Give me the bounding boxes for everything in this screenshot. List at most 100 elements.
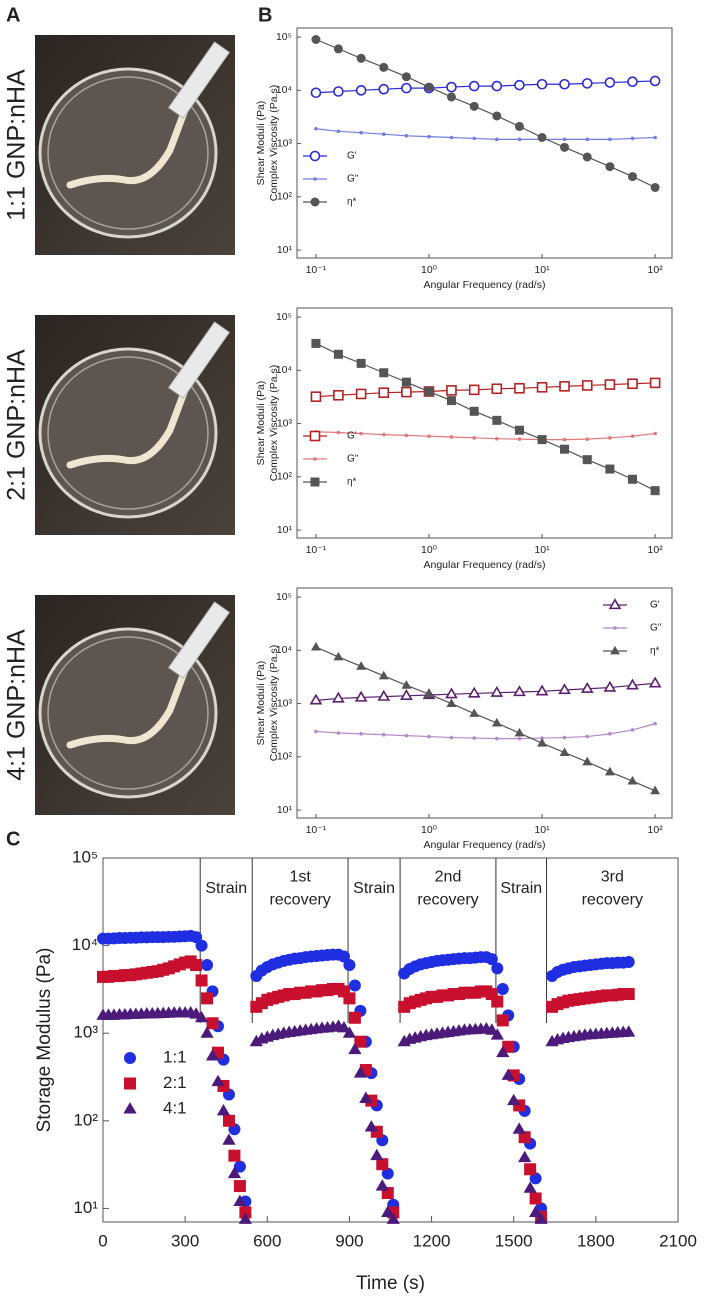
petri-rim (47, 76, 209, 230)
data-point (205, 1049, 220, 1061)
plot-frame (296, 27, 673, 259)
data-point (559, 78, 570, 90)
data-point (359, 1091, 373, 1103)
data-point (627, 378, 638, 390)
data-point (238, 1212, 252, 1224)
y-tick-label: 10¹ (73, 1198, 98, 1217)
x-tick-label: 10¹ (534, 824, 550, 836)
data-point (342, 1026, 357, 1038)
data-point (469, 101, 479, 111)
x-axis-title: Angular Frequency (rad/s) (424, 839, 546, 851)
y-tick-label: 10³ (73, 1023, 98, 1042)
legend-label: 1:1 (163, 1047, 187, 1066)
data-point (200, 1026, 214, 1038)
data-point (310, 641, 321, 651)
data-point (336, 731, 341, 735)
legend-label: G'' (347, 174, 359, 185)
data-point (495, 436, 499, 441)
plot-frame (296, 307, 673, 539)
x-axis-title: Time (s) (356, 1273, 425, 1294)
data-point (449, 735, 454, 740)
y-axis-title: Complex Viscosity (Pa.s) (268, 645, 280, 762)
data-point (446, 81, 457, 93)
data-point (628, 474, 638, 484)
data-point (333, 86, 344, 97)
data-point (206, 1017, 219, 1030)
data-point (379, 368, 389, 378)
series-line (315, 382, 656, 398)
data-point (518, 1131, 531, 1144)
x-tick-label: 10² (648, 264, 664, 276)
data-point (585, 137, 590, 142)
data-point (343, 992, 356, 1005)
legend-marker (123, 1102, 137, 1114)
data-point (314, 126, 318, 131)
data-point (333, 651, 344, 661)
y-tick-label: 10² (277, 471, 293, 483)
data-point (529, 1192, 542, 1205)
data-point (490, 1028, 504, 1040)
row-label: 1:1 GNP:nHA (3, 69, 31, 221)
legend-label: η* (347, 197, 357, 208)
data-point (190, 959, 203, 972)
data-point (379, 62, 389, 72)
y-axis-title: Shear Moduli (Pa) (255, 661, 267, 746)
petri-dish (38, 67, 218, 239)
data-point (401, 377, 411, 387)
data-point (378, 387, 390, 398)
data-point (529, 1205, 543, 1217)
data-point (467, 686, 481, 698)
data-point (336, 430, 341, 435)
data-point (585, 437, 590, 441)
data-point (353, 1066, 367, 1078)
data-point (311, 35, 321, 45)
data-point (501, 1068, 515, 1080)
legend-marker (610, 645, 620, 655)
y-axis-title: Complex Viscosity (Pa.s) (268, 365, 280, 482)
phase-label: Strain (500, 880, 542, 897)
phase-label: 1st (289, 869, 311, 886)
syringe (167, 601, 231, 679)
data-point (333, 389, 344, 401)
petri-rim (47, 356, 209, 510)
data-point (622, 988, 635, 1001)
data-point (370, 1148, 384, 1161)
data-point (381, 132, 386, 136)
data-point (534, 1212, 548, 1224)
data-point (233, 1180, 246, 1193)
y-tick-label: 10⁴ (276, 644, 292, 656)
data-point (348, 1042, 362, 1055)
data-point (404, 133, 409, 138)
data-point (449, 435, 454, 439)
data-point (400, 689, 413, 700)
data-point (491, 383, 503, 395)
data-point (622, 1025, 636, 1037)
legend-label: G'' (347, 454, 359, 465)
data-point (333, 44, 343, 54)
data-point (582, 152, 592, 162)
data-point (604, 379, 616, 390)
y-axis-title: Shear Moduli (Pa) (255, 101, 267, 186)
phase-label: 2nd (435, 869, 462, 886)
data-point (523, 1181, 537, 1193)
data-point (608, 436, 612, 440)
data-point (581, 380, 593, 391)
legend-marker (310, 477, 320, 487)
data-point (472, 436, 476, 440)
y-tick-label: 10⁴ (72, 935, 98, 954)
y-tick-label: 10¹ (277, 244, 293, 256)
data-point (649, 75, 661, 87)
x-axis-title: Angular Frequency (rad/s) (424, 559, 546, 571)
data-point (559, 381, 570, 392)
y-tick-label: 10⁵ (72, 847, 98, 866)
legend-label: 4:1 (163, 1098, 187, 1117)
data-point (562, 437, 567, 442)
y-tick-label: 10¹ (277, 804, 293, 816)
legend-label: η* (650, 646, 660, 657)
x-tick-label: 900 (335, 1231, 363, 1250)
data-point (427, 134, 431, 139)
data-point (309, 693, 323, 705)
legend-marker (313, 457, 317, 461)
data-point (560, 142, 570, 152)
data-point (190, 931, 203, 944)
